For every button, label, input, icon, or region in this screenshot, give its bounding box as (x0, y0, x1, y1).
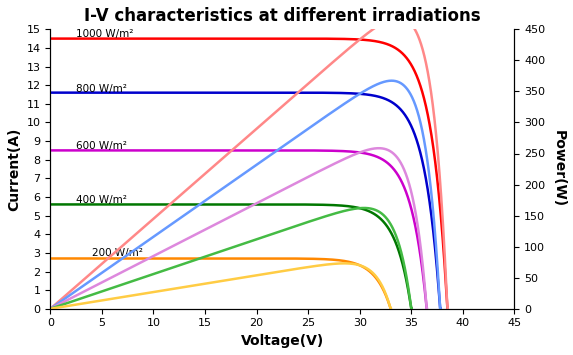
X-axis label: Voltage(V): Voltage(V) (241, 334, 324, 348)
Text: 800 W/m²: 800 W/m² (76, 83, 127, 94)
Title: I-V characteristics at different irradiations: I-V characteristics at different irradia… (84, 7, 481, 25)
Y-axis label: Power(W): Power(W) (552, 131, 566, 208)
Y-axis label: Current(A): Current(A) (7, 127, 21, 211)
Text: 200 W/m²: 200 W/m² (92, 248, 143, 258)
Text: 1000 W/m²: 1000 W/m² (76, 29, 134, 39)
Text: 400 W/m²: 400 W/m² (76, 195, 127, 205)
Text: 600 W/m²: 600 W/m² (76, 141, 127, 151)
